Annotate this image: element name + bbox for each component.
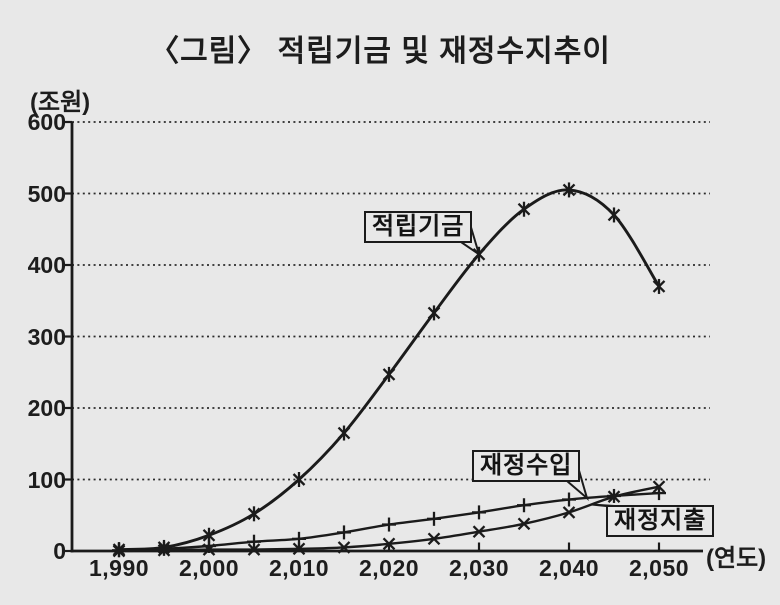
x-tick-label-2000: 2,000 — [178, 555, 240, 581]
marker-fiscal-revenue-2050 — [652, 486, 666, 501]
marker-reserve-fund-2005 — [247, 506, 261, 522]
marker-reserve-fund-2040 — [562, 182, 576, 198]
marker-reserve-fund-2005-stroke — [247, 507, 261, 521]
marker-fiscal-expenditure-2025 — [427, 532, 441, 546]
marker-reserve-fund-2040-stroke — [562, 183, 576, 197]
y-tick-label-400: 400 — [27, 252, 66, 278]
y-tick-label-0: 0 — [53, 538, 66, 564]
marker-fiscal-expenditure-2020 — [382, 537, 396, 551]
series-label-callout-reserve-fund: 적립기금 — [364, 211, 473, 243]
marker-fiscal-expenditure-1995-stroke — [157, 543, 171, 557]
chart-title: 〈그림〉 적립기금 및 재정수지추이 — [149, 35, 611, 68]
marker-fiscal-expenditure-2005-stroke — [247, 543, 261, 556]
marker-fiscal-expenditure-2040-stroke — [562, 506, 576, 519]
marker-fiscal-expenditure-2000 — [202, 543, 216, 556]
marker-reserve-fund-2030 — [472, 246, 486, 262]
marker-reserve-fund-2050-stroke — [652, 280, 666, 293]
marker-reserve-fund-2000-stroke — [202, 528, 216, 542]
series-label-callout-fiscal-expenditure: 재정지출 — [606, 505, 715, 537]
x-tick-label-2030: 2,030 — [448, 555, 510, 581]
marker-fiscal-expenditure-2015-stroke — [337, 541, 351, 554]
marker-reserve-fund-2050 — [652, 278, 666, 294]
marker-reserve-fund-2015 — [337, 425, 351, 441]
marker-fiscal-expenditure-2030 — [472, 525, 486, 539]
y-tick-label-300: 300 — [27, 323, 66, 350]
marker-reserve-fund-2010 — [292, 472, 306, 487]
marker-reserve-fund-2025-stroke — [427, 306, 441, 320]
x-tick-label-2010: 2,010 — [268, 555, 330, 581]
marker-reserve-fund-2030-stroke — [472, 247, 486, 261]
marker-fiscal-expenditure-1995 — [157, 543, 171, 557]
marker-fiscal-revenue-2035 — [517, 498, 531, 513]
marker-fiscal-expenditure-2010 — [292, 542, 306, 556]
y-tick-label-500: 500 — [27, 180, 66, 207]
marker-fiscal-expenditure-2045-stroke — [607, 490, 621, 503]
marker-reserve-fund-2025 — [427, 305, 441, 321]
y-axis-unit-label: (조원) — [30, 89, 91, 116]
marker-fiscal-expenditure-2050 — [652, 480, 666, 493]
marker-fiscal-expenditure-2050-stroke — [652, 480, 666, 493]
marker-fiscal-expenditure-2010-stroke — [292, 542, 306, 556]
marker-fiscal-expenditure-2035-stroke — [517, 517, 531, 531]
marker-reserve-fund-2045 — [607, 207, 621, 223]
marker-fiscal-expenditure-2000-stroke — [202, 543, 216, 556]
marker-fiscal-expenditure-2025-stroke — [427, 532, 441, 546]
marker-fiscal-revenue-2030 — [472, 505, 486, 520]
marker-fiscal-expenditure-2040 — [562, 506, 576, 519]
marker-reserve-fund-2010-stroke — [292, 473, 306, 486]
x-tick-label-2040: 2,040 — [538, 555, 600, 581]
marker-fiscal-revenue-2020 — [382, 517, 396, 532]
marker-fiscal-expenditure-2035 — [517, 517, 531, 531]
y-tick-label-600: 600 — [27, 109, 66, 135]
marker-reserve-fund-2020 — [382, 366, 396, 382]
marker-reserve-fund-2015-stroke — [337, 426, 351, 440]
x-tick-label-2020: 2,020 — [358, 555, 420, 581]
series-label-callout-fiscal-revenue: 재정수입 — [472, 450, 581, 482]
x-tick-label-2050: 2,050 — [628, 555, 690, 581]
marker-fiscal-revenue-2005 — [247, 534, 261, 549]
marker-fiscal-expenditure-2005 — [247, 543, 261, 556]
y-tick-label-200: 200 — [27, 395, 66, 421]
marker-fiscal-expenditure-1990-stroke — [112, 544, 126, 558]
marker-fiscal-expenditure-1990 — [112, 544, 126, 558]
marker-fiscal-expenditure-2045 — [607, 490, 621, 503]
marker-reserve-fund-2045-stroke — [607, 208, 621, 222]
marker-fiscal-revenue-2015 — [337, 525, 351, 540]
marker-fiscal-expenditure-2030-stroke — [472, 525, 486, 539]
marker-fiscal-revenue-2025 — [427, 511, 441, 526]
marker-fiscal-revenue-2010 — [292, 531, 306, 546]
marker-reserve-fund-2035-stroke — [517, 202, 531, 216]
x-tick-label-1990: 1,990 — [88, 555, 150, 581]
marker-fiscal-expenditure-2015 — [337, 541, 351, 554]
marker-fiscal-revenue-2040 — [562, 492, 576, 507]
y-tick-label-100: 100 — [27, 466, 66, 493]
marker-fiscal-expenditure-2020-stroke — [382, 537, 396, 551]
marker-reserve-fund-2020-stroke — [382, 368, 396, 381]
x-axis-unit-label: (연도) — [706, 545, 767, 572]
marker-reserve-fund-2035 — [517, 201, 531, 217]
